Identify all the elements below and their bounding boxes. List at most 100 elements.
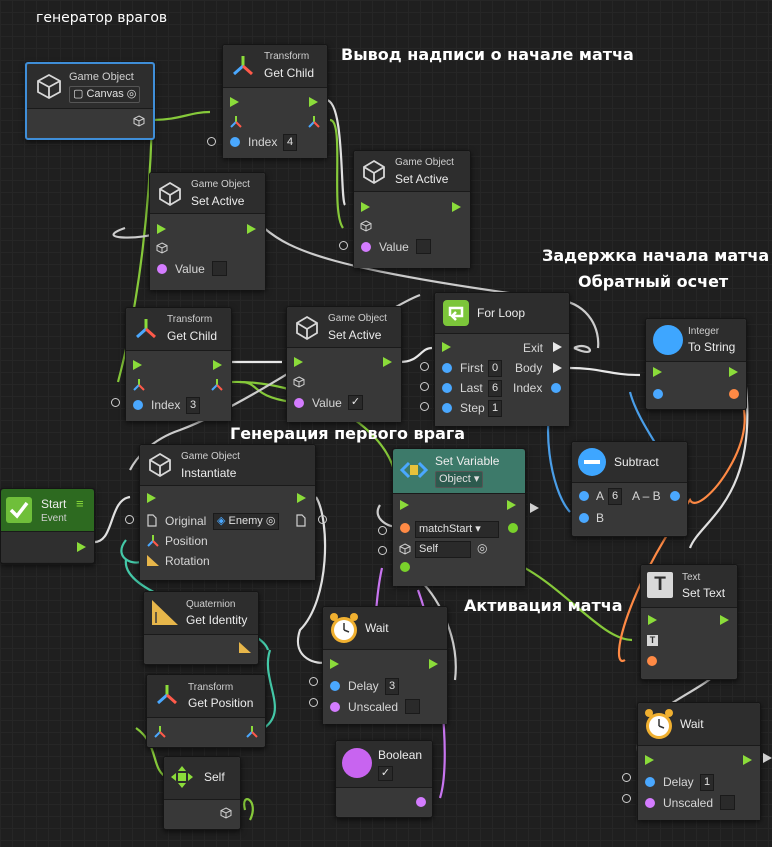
flow-out-port[interactable] [77, 542, 86, 552]
node-canvas-object[interactable]: Game Object ▢ Canvas ◎ [25, 62, 155, 140]
value-output-port[interactable] [508, 523, 518, 533]
variable-type-dropdown[interactable]: Object ▾ [435, 471, 484, 488]
node-self[interactable]: Self [163, 756, 241, 830]
transform-input-icon[interactable] [229, 115, 243, 129]
flow-out-port[interactable] [729, 367, 738, 377]
cube-input-icon[interactable] [399, 543, 411, 555]
event-menu-icon[interactable]: ≡ [76, 496, 84, 511]
unconnected-port[interactable] [420, 402, 429, 411]
node-set-active-top[interactable]: Game Object Set Active Value [353, 150, 471, 268]
node-boolean[interactable]: Boolean ✓ [335, 740, 433, 818]
original-field[interactable]: ◈ Enemy ◎ [213, 513, 280, 530]
value-port[interactable] [361, 242, 371, 252]
exit-port[interactable] [553, 342, 562, 352]
unconnected-port[interactable] [111, 398, 120, 407]
unscaled-port[interactable] [645, 798, 655, 808]
value-port[interactable] [157, 264, 167, 274]
unconnected-port[interactable] [622, 794, 631, 803]
variable-name-field[interactable]: matchStart ▾ [415, 521, 499, 538]
target-picker-icon[interactable]: ◎ [477, 541, 488, 555]
flow-in-port[interactable] [648, 615, 657, 625]
angle-output-icon[interactable] [238, 641, 252, 654]
unconnected-port[interactable] [309, 698, 318, 707]
node-set-active-mid[interactable]: Game Object Set Active Value ✓ [286, 306, 402, 422]
integer-input-port[interactable] [653, 389, 663, 399]
value-port[interactable] [294, 398, 304, 408]
flow-out-port[interactable] [452, 202, 461, 212]
name-port[interactable] [400, 523, 410, 533]
result-port[interactable] [670, 491, 680, 501]
position-icon[interactable] [146, 534, 160, 548]
value-checkbox[interactable] [416, 239, 431, 254]
first-port[interactable] [442, 363, 452, 373]
a-field[interactable]: 6 [608, 488, 623, 505]
cube-output-icon[interactable] [133, 115, 145, 127]
index-field[interactable]: 3 [186, 397, 201, 414]
value-input-port[interactable] [400, 562, 410, 572]
delay-field[interactable]: 1 [700, 774, 715, 791]
delay-field[interactable]: 3 [385, 678, 400, 695]
flow-out-port[interactable] [383, 357, 392, 367]
unconnected-flow-port[interactable] [763, 753, 772, 763]
flow-in-port[interactable] [361, 202, 370, 212]
transform-output-icon[interactable] [307, 115, 321, 129]
last-field[interactable]: 6 [488, 380, 503, 397]
a-port[interactable] [579, 491, 589, 501]
unconnected-port[interactable] [125, 515, 134, 524]
unscaled-checkbox[interactable] [720, 795, 735, 810]
flow-in-port[interactable] [294, 357, 303, 367]
flow-in-port[interactable] [133, 360, 142, 370]
flow-out-port[interactable] [429, 659, 438, 669]
node-subtract[interactable]: Subtract A 6 A – B B [571, 441, 688, 537]
node-set-variable[interactable]: Set Variable Object ▾ matchStart ▾ Self … [392, 448, 526, 586]
index-port[interactable] [133, 400, 143, 410]
unconnected-port[interactable] [207, 137, 216, 146]
delay-port[interactable] [645, 777, 655, 787]
unconnected-port[interactable] [420, 382, 429, 391]
flow-in-port[interactable] [157, 224, 166, 234]
flow-in-port[interactable] [442, 342, 451, 352]
b-port[interactable] [579, 513, 589, 523]
text-input-icon[interactable]: T [647, 635, 658, 646]
node-integer-to-string[interactable]: Integer To String [645, 318, 747, 410]
flow-in-port[interactable] [653, 367, 662, 377]
target-field[interactable]: Self [415, 541, 471, 558]
value-checkbox[interactable] [212, 261, 227, 276]
delay-port[interactable] [330, 681, 340, 691]
unscaled-checkbox[interactable] [405, 699, 420, 714]
cube-input-icon[interactable] [156, 242, 168, 254]
node-get-child-index-3[interactable]: Transform Get Child Index 3 [125, 307, 232, 421]
flow-out-port[interactable] [720, 615, 729, 625]
flow-out-port[interactable] [507, 500, 516, 510]
flow-out-port[interactable] [309, 97, 318, 107]
node-get-child-index-4[interactable]: Transform Get Child Index 4 [222, 44, 328, 158]
document-icon[interactable] [147, 514, 157, 527]
document-output-icon[interactable] [296, 514, 306, 527]
transform-input-icon[interactable] [153, 725, 167, 739]
node-wait-1[interactable]: Wait Delay 1 Unscaled [637, 702, 761, 820]
cube-output-icon[interactable] [220, 807, 232, 819]
string-output-port[interactable] [729, 389, 739, 399]
unconnected-port[interactable] [622, 773, 631, 782]
node-for-loop[interactable]: For Loop Exit First 0 Body Last 6 Index … [434, 292, 570, 426]
unconnected-port[interactable] [309, 677, 318, 686]
unconnected-port[interactable] [378, 526, 387, 535]
unconnected-flow-port[interactable] [530, 503, 539, 513]
node-start-event[interactable]: Start Event ≡ [0, 488, 95, 564]
body-port[interactable] [553, 363, 562, 373]
transform-output-icon[interactable] [210, 378, 224, 392]
first-field[interactable]: 0 [488, 360, 503, 377]
angle-icon[interactable] [146, 554, 160, 567]
flow-in-port[interactable] [400, 500, 409, 510]
node-set-active-left[interactable]: Game Object Set Active Value [149, 172, 266, 290]
text-value-port[interactable] [647, 656, 657, 666]
step-port[interactable] [442, 403, 452, 413]
flow-out-port[interactable] [743, 755, 752, 765]
index-port[interactable] [230, 137, 240, 147]
step-field[interactable]: 1 [488, 400, 503, 417]
unconnected-port[interactable] [318, 515, 327, 524]
unscaled-port[interactable] [330, 702, 340, 712]
node-set-text[interactable]: T Text Set Text T [640, 564, 738, 680]
unconnected-port[interactable] [339, 241, 348, 250]
index-port[interactable] [551, 383, 561, 393]
